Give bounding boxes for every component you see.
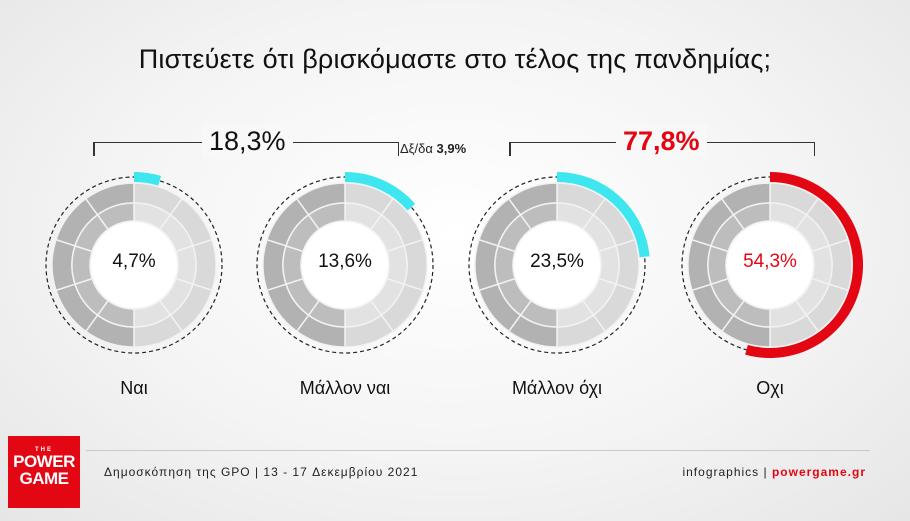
donut-value-mallon-nai: 13,6% [318, 251, 372, 272]
donut-nai: 4,7% [24, 155, 244, 375]
ring-inner-segment-mallon-nai [307, 202, 346, 231]
footer-credit-site: powergame.gr [771, 465, 866, 479]
total-no: 77,8% [616, 124, 707, 158]
ring-inner-segment-nai [96, 202, 135, 231]
logo-the: THE [35, 447, 53, 453]
footer-credit: infographics | powergame.gr [682, 465, 866, 479]
donut-svg-oxi [681, 172, 863, 358]
logo-power: POWER [13, 452, 75, 471]
total-yes: 18,3% [202, 124, 293, 158]
category-label-oxi: Οχι [756, 378, 784, 398]
donut-svg-mallon-oxi [468, 172, 650, 354]
donut-hole-nai [91, 222, 177, 308]
donut-hole-oxi [727, 222, 813, 308]
footer-credit-prefix: infographics | [682, 465, 772, 479]
donut-mallon-nai: 13,6% [235, 155, 455, 375]
no-answer-text: Δξ/δα [400, 141, 433, 156]
donut-value-nai: 4,7% [112, 251, 156, 272]
category-label-nai: Ναι [120, 378, 148, 398]
footer-divider [86, 450, 870, 451]
footer-source: Δημοσκόπηση της GPO | 13 - 17 Δεκεμβρίου… [104, 465, 419, 479]
value-arc-nai [134, 172, 162, 186]
donut-svg-mallon-nai [256, 172, 434, 354]
value-arc-mallon-oxi [557, 172, 650, 258]
ring-inner-segment-mallon-oxi [519, 202, 558, 231]
no-answer-label: Δξ/δα 3,9% [400, 141, 466, 156]
category-label-mallon-oxi: Μάλλον όχι [511, 378, 603, 398]
donut-mallon-oxi: 23,5% [447, 155, 667, 375]
donut-hole-mallon-nai [302, 222, 388, 308]
donut-hole-mallon-oxi [514, 222, 600, 308]
donut-oxi: 54,3% [660, 155, 880, 375]
donut-value-mallon-oxi: 23,5% [530, 251, 584, 272]
powergame-logo: THE POWER GAME [8, 436, 80, 508]
category-label-mallon-nai: Μάλλον ναι [299, 378, 391, 398]
donut-value-oxi: 54,3% [743, 251, 797, 272]
page-title: Πιστεύετε ότι βρισκόμαστε στο τέλος της … [138, 44, 772, 74]
ring-inner-segment-oxi [732, 202, 771, 231]
value-arc-mallon-nai [345, 172, 416, 211]
donut-svg-nai [45, 172, 223, 354]
logo-game: GAME [19, 469, 70, 488]
no-answer-value: 3,9% [436, 141, 467, 156]
